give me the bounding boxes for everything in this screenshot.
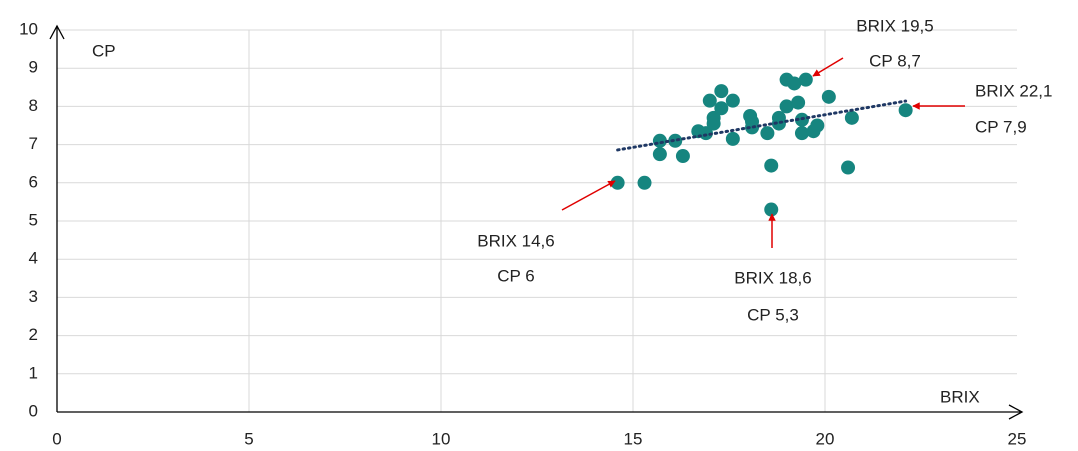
point xyxy=(652,133,667,148)
point xyxy=(764,158,779,173)
point xyxy=(706,116,721,131)
y-tick-label: 2 xyxy=(29,325,38,344)
x-tick-label: 15 xyxy=(624,429,643,448)
point xyxy=(791,95,806,110)
y-tick-label: 1 xyxy=(29,363,38,382)
x-tick-label: 5 xyxy=(244,429,253,448)
y-tick-label: 0 xyxy=(29,401,38,420)
annotation: BRIX 18,6 xyxy=(734,268,812,287)
point xyxy=(787,76,802,91)
annotation: BRIX 22,1 xyxy=(975,81,1053,100)
point xyxy=(764,202,779,217)
point xyxy=(675,149,690,164)
y-axis-label: CP xyxy=(92,41,116,60)
x-tick-label: 0 xyxy=(52,429,61,448)
x-axis-label: BRIX xyxy=(940,387,980,406)
trendline xyxy=(616,99,908,152)
point xyxy=(841,160,856,175)
point xyxy=(798,72,813,87)
x-tick-label: 25 xyxy=(1008,429,1027,448)
annotation-arrow xyxy=(561,180,616,211)
point xyxy=(702,93,717,108)
annotation: BRIX 19,5 xyxy=(856,16,934,35)
y-axis-arrow xyxy=(49,24,65,40)
point xyxy=(725,93,740,108)
y-tick-label: 7 xyxy=(29,134,38,153)
x-axis-arrow xyxy=(1008,404,1024,420)
point xyxy=(771,116,786,131)
annotation-arrow xyxy=(812,57,844,77)
x-tick-label: 20 xyxy=(816,429,835,448)
point xyxy=(698,126,713,141)
y-tick-label: 8 xyxy=(29,96,38,115)
y-tick-label: 4 xyxy=(29,249,38,268)
annotation: CP 7,9 xyxy=(975,117,1027,136)
point xyxy=(779,99,794,114)
point xyxy=(898,103,913,118)
point xyxy=(821,89,836,104)
point xyxy=(725,131,740,146)
point xyxy=(810,118,825,133)
point xyxy=(668,133,683,148)
point xyxy=(652,147,667,162)
annotation: CP 5,3 xyxy=(747,305,799,324)
annotation: BRIX 14,6 xyxy=(477,231,555,250)
annotation: CP 8,7 xyxy=(869,51,921,70)
y-tick-label: 6 xyxy=(29,172,38,191)
point xyxy=(794,126,809,141)
y-tick-label: 3 xyxy=(29,287,38,306)
point xyxy=(637,175,652,190)
y-tick-label: 5 xyxy=(29,210,38,229)
x-tick-label: 10 xyxy=(432,429,451,448)
point xyxy=(714,84,729,99)
y-tick-label: 10 xyxy=(19,19,38,38)
annotation: CP 6 xyxy=(497,266,535,285)
point xyxy=(844,110,859,125)
point xyxy=(760,126,775,141)
point xyxy=(714,101,729,116)
y-tick-label: 9 xyxy=(29,58,38,77)
